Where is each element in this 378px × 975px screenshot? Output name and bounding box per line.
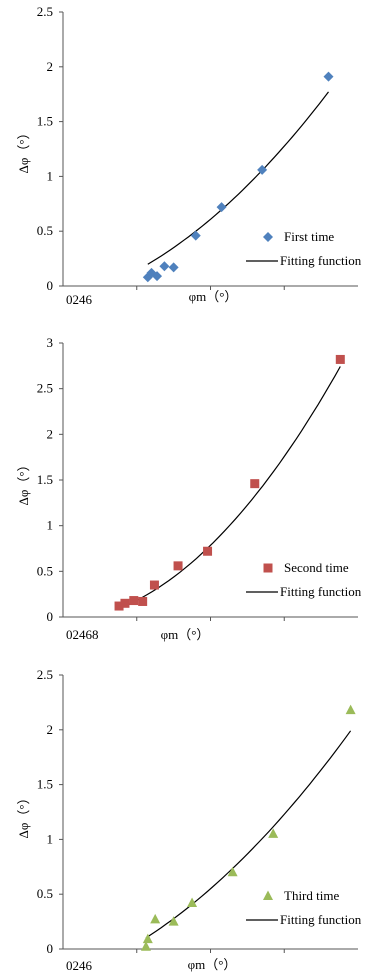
legend-marker <box>263 890 273 900</box>
data-point <box>149 580 159 590</box>
x-axis-label: φm（°） <box>188 957 237 972</box>
legend-marker <box>263 563 273 573</box>
data-point <box>168 916 179 926</box>
y-tick-label: 1.5 <box>37 777 53 792</box>
y-tick-label: 0.5 <box>37 223 53 238</box>
data-point <box>250 479 260 489</box>
y-tick-label: 0 <box>47 609 54 624</box>
fitting-curve <box>147 91 329 265</box>
data-point <box>140 941 151 951</box>
y-tick-label: 2.5 <box>37 4 53 19</box>
y-axis-label: Δφ（°） <box>16 791 31 838</box>
data-point <box>203 546 213 556</box>
legend-label-series: Second time <box>284 560 349 575</box>
legend-label-series: Third time <box>284 888 339 903</box>
x-axis-label: φm（°） <box>189 289 238 304</box>
y-tick-label: 1 <box>47 168 54 183</box>
data-point <box>138 596 148 606</box>
data-point <box>120 598 130 608</box>
data-point <box>323 71 334 82</box>
data-point <box>114 601 124 611</box>
chart-3: 0 0.5 1 1.5 2 2.5 0246 φm（°） Δφ（°） Third time Fitt… <box>16 667 362 973</box>
series-points <box>114 354 345 611</box>
data-point <box>152 271 163 282</box>
data-point <box>129 596 139 606</box>
y-tick-label: 0.5 <box>37 563 53 578</box>
y-tick-label: 0 <box>47 941 54 956</box>
series-points <box>142 71 334 283</box>
legend-label-fit: Fitting function <box>280 253 362 268</box>
y-tick-label: 2.5 <box>37 667 53 682</box>
data-point <box>216 202 227 213</box>
series-points <box>140 704 356 951</box>
y-tick-label: 3 <box>47 335 54 350</box>
x-tick-labels: 02468 <box>66 627 99 642</box>
x-axis-label: φm（°） <box>161 627 210 642</box>
chart-1: 0 0.5 1 1.5 2 2.5 0246 φm（°） Δφ（°） First time Fitt… <box>16 4 362 307</box>
fitting-curve <box>145 730 352 939</box>
y-tick-label: 2.5 <box>37 381 53 396</box>
y-axis-label: Δφ（°） <box>16 126 31 173</box>
chart-2: 0 0.5 1 1.5 2 2.5 3 02468 φm（°） Δφ（°） Second time F… <box>16 335 362 642</box>
data-point <box>150 913 161 924</box>
data-point <box>345 704 356 715</box>
legend-label-fit: Fitting function <box>280 912 362 927</box>
y-tick-label: 1 <box>47 831 54 846</box>
y-tick-label: 2 <box>47 426 54 441</box>
legend: Second time Fitting function <box>246 560 362 599</box>
y-tick-label: 1.5 <box>37 472 53 487</box>
data-point <box>227 866 238 877</box>
legend: First time Fitting function <box>246 229 362 268</box>
data-point <box>168 262 179 273</box>
data-point <box>159 261 170 272</box>
y-tick-label: 2 <box>47 722 54 737</box>
y-tick-label: 0 <box>47 278 54 293</box>
data-point <box>257 164 268 175</box>
x-tick-labels: 0246 <box>66 292 93 307</box>
y-axis-label: Δφ（°） <box>16 458 31 505</box>
x-tick-labels: 0246 <box>66 958 93 973</box>
y-tick-label: 1.5 <box>37 114 53 129</box>
legend: Third time Fitting function <box>246 888 362 927</box>
data-point <box>335 354 345 364</box>
data-point <box>190 230 201 241</box>
data-point <box>173 561 183 571</box>
data-point <box>187 897 198 907</box>
legend-label-fit: Fitting function <box>280 584 362 599</box>
y-tick-label: 0.5 <box>37 886 53 901</box>
legend-marker <box>263 232 273 242</box>
y-tick-label: 2 <box>47 59 54 74</box>
data-point <box>268 828 279 838</box>
y-tick-label: 1 <box>47 518 54 533</box>
legend-label-series: First time <box>284 229 334 244</box>
data-point <box>142 933 153 944</box>
